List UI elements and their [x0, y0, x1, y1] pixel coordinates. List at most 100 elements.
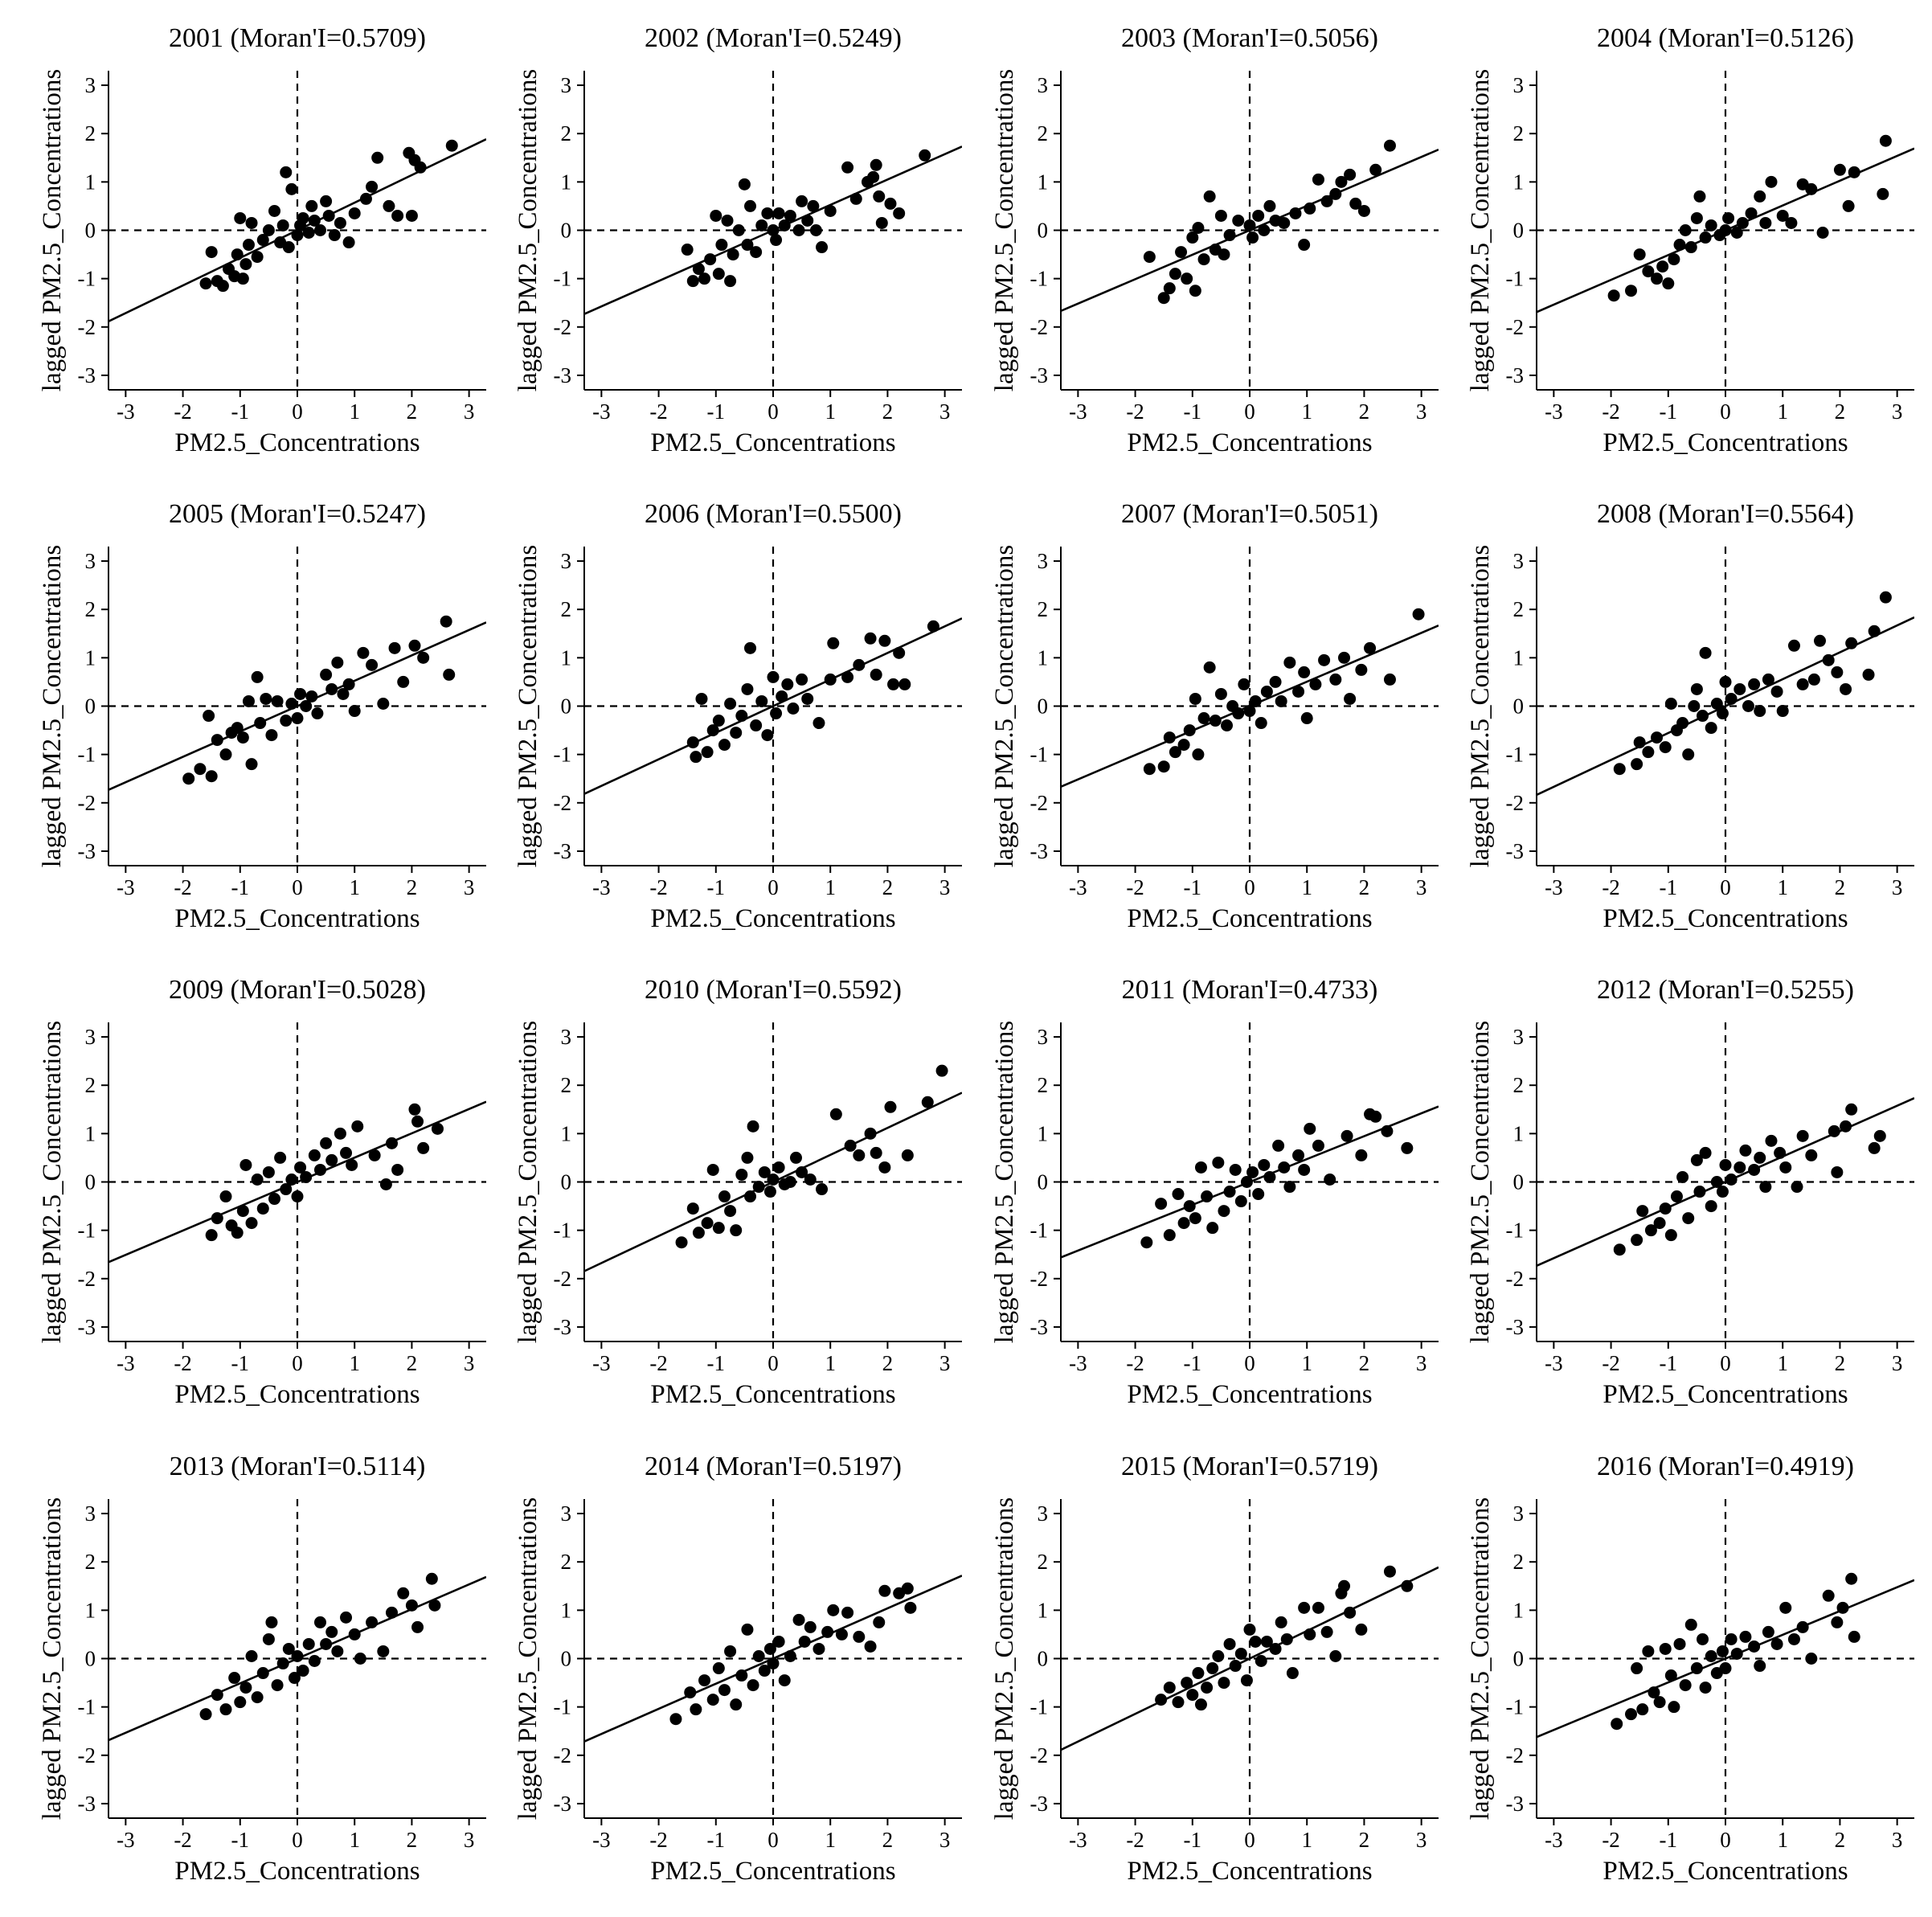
- data-point: [792, 224, 805, 236]
- data-point: [1862, 668, 1875, 681]
- data-point: [698, 1674, 711, 1687]
- x-tick-label: -1: [231, 1828, 250, 1852]
- x-tick-label: 3: [1416, 399, 1427, 424]
- x-axis-title: PM2.5_Concentrations: [650, 904, 895, 933]
- data-point: [239, 1158, 252, 1171]
- data-point: [1318, 653, 1331, 666]
- data-point: [239, 1681, 252, 1694]
- x-tick-label: -2: [649, 1828, 668, 1852]
- x-tick-label: -1: [1660, 875, 1678, 899]
- data-point: [417, 651, 430, 664]
- data-point: [282, 241, 295, 254]
- data-point: [260, 692, 272, 705]
- x-tick-label: 1: [1301, 399, 1312, 424]
- data-point: [1269, 675, 1282, 688]
- data-point: [1155, 1198, 1168, 1210]
- plot-area: [108, 1022, 486, 1341]
- data-point: [744, 641, 757, 654]
- data-point: [1722, 211, 1735, 224]
- data-point: [440, 615, 452, 628]
- data-point: [772, 207, 785, 219]
- scatter-panel: 2014 (Moran'I=0.5197) -3 -2 -1 0 1 2 3 -3 -2 -1 0 1 2…: [514, 1452, 962, 1886]
- y-axis-title: lagged PM2.5_Concentrations: [38, 1497, 67, 1820]
- data-point: [824, 204, 837, 217]
- data-point: [1355, 1623, 1368, 1636]
- x-tick-label: -3: [1545, 1351, 1563, 1375]
- data-point: [1252, 209, 1265, 222]
- data-point: [1192, 748, 1205, 761]
- data-point: [1223, 1637, 1236, 1650]
- data-point: [268, 1193, 281, 1206]
- data-point: [1355, 1149, 1368, 1161]
- x-tick-label: 1: [825, 1351, 836, 1375]
- data-point: [236, 272, 249, 285]
- data-point: [1730, 227, 1743, 240]
- plot-area: [1537, 1499, 1914, 1818]
- data-point: [280, 715, 293, 727]
- data-point: [1662, 277, 1675, 290]
- scatter-panel: 2013 (Moran'I=0.5114) -3 -2 -1 0 1 2 3 -3 -2 -1 0 1 2…: [38, 1452, 486, 1886]
- data-point: [1848, 1630, 1860, 1643]
- x-tick-label: 3: [464, 1351, 475, 1375]
- data-point: [265, 729, 278, 742]
- data-point: [334, 216, 346, 229]
- y-tick-label: -3: [1506, 363, 1525, 387]
- data-point: [294, 1161, 307, 1174]
- data-point: [340, 1611, 353, 1624]
- y-tick-label: 0: [1038, 694, 1049, 719]
- data-point: [763, 1186, 776, 1198]
- x-tick-label: 2: [1359, 399, 1370, 424]
- data-point: [1613, 1243, 1626, 1256]
- data-point: [1625, 285, 1637, 297]
- y-axis-title: lagged PM2.5_Concentrations: [1466, 69, 1495, 391]
- y-axis-title: lagged PM2.5_Concentrations: [990, 1021, 1019, 1343]
- data-point: [1879, 134, 1892, 147]
- x-tick-label: -1: [707, 399, 726, 424]
- data-point: [1877, 187, 1889, 200]
- x-tick-label: 3: [1416, 1351, 1427, 1375]
- data-point: [305, 690, 318, 702]
- data-point: [1181, 1677, 1193, 1690]
- data-point: [735, 1168, 748, 1181]
- x-axis-title: PM2.5_Concentrations: [174, 1857, 420, 1886]
- data-point: [864, 632, 877, 645]
- data-point: [280, 166, 293, 178]
- data-point: [878, 634, 891, 647]
- data-point: [804, 1620, 817, 1633]
- data-point: [741, 1623, 754, 1636]
- data-point: [276, 1657, 289, 1670]
- data-point: [692, 263, 705, 276]
- data-point: [391, 1163, 404, 1176]
- data-point: [262, 1632, 275, 1645]
- y-tick-label: -1: [1030, 1219, 1049, 1243]
- data-point: [236, 731, 249, 744]
- y-tick-label: -1: [1506, 1219, 1525, 1243]
- data-point: [1787, 1632, 1800, 1645]
- data-point: [239, 258, 252, 271]
- data-point: [245, 216, 258, 229]
- x-tick-label: 1: [1301, 875, 1312, 899]
- data-point: [1653, 1217, 1666, 1230]
- data-point: [1186, 1689, 1199, 1702]
- data-point: [1240, 1176, 1253, 1188]
- y-tick-label: 2: [1038, 597, 1049, 621]
- data-point: [904, 1601, 917, 1614]
- y-tick-label: 1: [85, 1121, 96, 1145]
- data-point: [1879, 591, 1892, 604]
- data-point: [1642, 746, 1655, 759]
- data-point: [1203, 661, 1216, 674]
- data-point: [1633, 248, 1646, 261]
- y-tick-label: 2: [1038, 1073, 1049, 1097]
- y-tick-label: -3: [78, 1792, 96, 1816]
- data-point: [320, 1637, 333, 1650]
- y-tick-label: -2: [1506, 791, 1525, 815]
- data-point: [377, 697, 390, 710]
- data-point: [366, 658, 379, 671]
- y-tick-label: -3: [554, 363, 572, 387]
- data-point: [887, 678, 900, 690]
- x-tick-label: -2: [1602, 399, 1620, 424]
- data-point: [305, 199, 318, 212]
- data-point: [291, 712, 304, 725]
- y-tick-label: 3: [561, 549, 572, 573]
- y-tick-label: 2: [85, 121, 96, 145]
